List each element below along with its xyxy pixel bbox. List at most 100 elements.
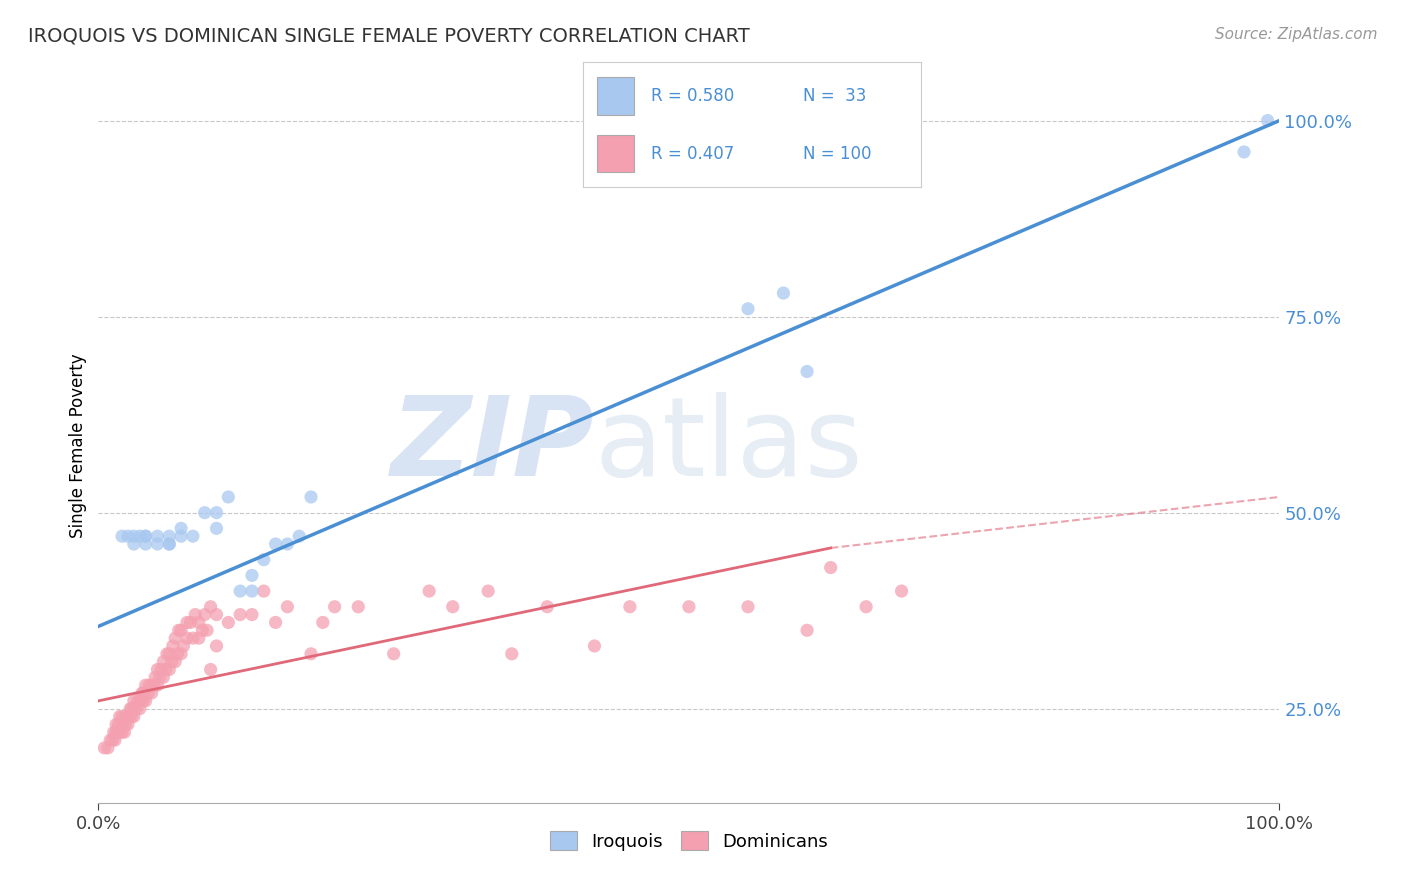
Point — [128, 529, 150, 543]
Point — [112, 725, 135, 739]
Point — [187, 615, 209, 630]
Point — [121, 702, 143, 716]
Point — [146, 678, 169, 692]
Point — [105, 725, 128, 739]
Point — [103, 725, 125, 739]
Point — [890, 584, 912, 599]
Point — [172, 639, 194, 653]
Text: Source: ZipAtlas.com: Source: ZipAtlas.com — [1215, 27, 1378, 42]
Point — [167, 624, 190, 638]
Point — [114, 717, 136, 731]
Point — [820, 560, 842, 574]
Point — [299, 490, 322, 504]
Point — [127, 694, 149, 708]
Text: ZIP: ZIP — [391, 392, 595, 500]
Point — [180, 615, 202, 630]
Point — [108, 725, 131, 739]
Point — [111, 717, 134, 731]
Point — [184, 607, 207, 622]
Point — [157, 663, 180, 677]
Point — [288, 529, 311, 543]
Point — [146, 663, 169, 677]
Point — [135, 537, 157, 551]
Point — [125, 702, 148, 716]
Point — [194, 607, 217, 622]
Point — [157, 647, 180, 661]
Point — [93, 740, 115, 755]
Point — [312, 615, 335, 630]
Point — [146, 537, 169, 551]
Point — [105, 717, 128, 731]
Point — [187, 631, 209, 645]
Y-axis label: Single Female Poverty: Single Female Poverty — [69, 354, 87, 538]
Point — [129, 694, 152, 708]
Point — [229, 584, 252, 599]
Point — [855, 599, 877, 614]
Point — [141, 686, 163, 700]
Point — [205, 506, 228, 520]
Point — [194, 506, 217, 520]
Point — [276, 599, 298, 614]
Point — [205, 521, 228, 535]
Text: N =  33: N = 33 — [803, 87, 866, 105]
Point — [122, 709, 145, 723]
Text: R = 0.407: R = 0.407 — [651, 145, 734, 162]
Point — [264, 537, 287, 551]
Point — [200, 599, 222, 614]
Point — [1257, 113, 1279, 128]
Point — [111, 725, 134, 739]
Point — [347, 599, 370, 614]
Point — [536, 599, 558, 614]
Point — [195, 624, 218, 638]
Point — [132, 686, 155, 700]
Point — [796, 624, 818, 638]
Point — [156, 647, 179, 661]
Point — [678, 599, 700, 614]
Point — [132, 694, 155, 708]
Point — [149, 670, 172, 684]
Point — [170, 624, 193, 638]
Point — [135, 678, 157, 692]
Point — [176, 615, 198, 630]
Point — [155, 663, 177, 677]
Point — [160, 655, 183, 669]
Point — [181, 529, 204, 543]
Point — [135, 694, 157, 708]
Point — [229, 607, 252, 622]
Point — [152, 670, 174, 684]
Point — [165, 655, 187, 669]
Point — [477, 584, 499, 599]
Point — [501, 647, 523, 661]
Point — [135, 529, 157, 543]
Point — [181, 631, 204, 645]
Point — [141, 678, 163, 692]
Point — [138, 678, 160, 692]
Point — [382, 647, 405, 661]
Point — [118, 709, 141, 723]
Point — [111, 529, 134, 543]
Point — [122, 529, 145, 543]
Text: R = 0.580: R = 0.580 — [651, 87, 734, 105]
Point — [299, 647, 322, 661]
Point — [264, 615, 287, 630]
Point — [122, 694, 145, 708]
Text: N = 100: N = 100 — [803, 145, 872, 162]
Point — [170, 529, 193, 543]
Point — [136, 686, 159, 700]
Text: atlas: atlas — [595, 392, 863, 500]
Point — [200, 663, 222, 677]
Point — [323, 599, 346, 614]
Point — [157, 537, 180, 551]
Point — [122, 537, 145, 551]
Point — [114, 709, 136, 723]
Point — [111, 709, 134, 723]
Point — [128, 694, 150, 708]
Point — [108, 709, 131, 723]
Point — [619, 599, 641, 614]
Point — [166, 647, 188, 661]
Point — [117, 529, 139, 543]
Point — [143, 670, 166, 684]
Point — [101, 733, 124, 747]
Point — [107, 717, 129, 731]
Point — [796, 364, 818, 378]
